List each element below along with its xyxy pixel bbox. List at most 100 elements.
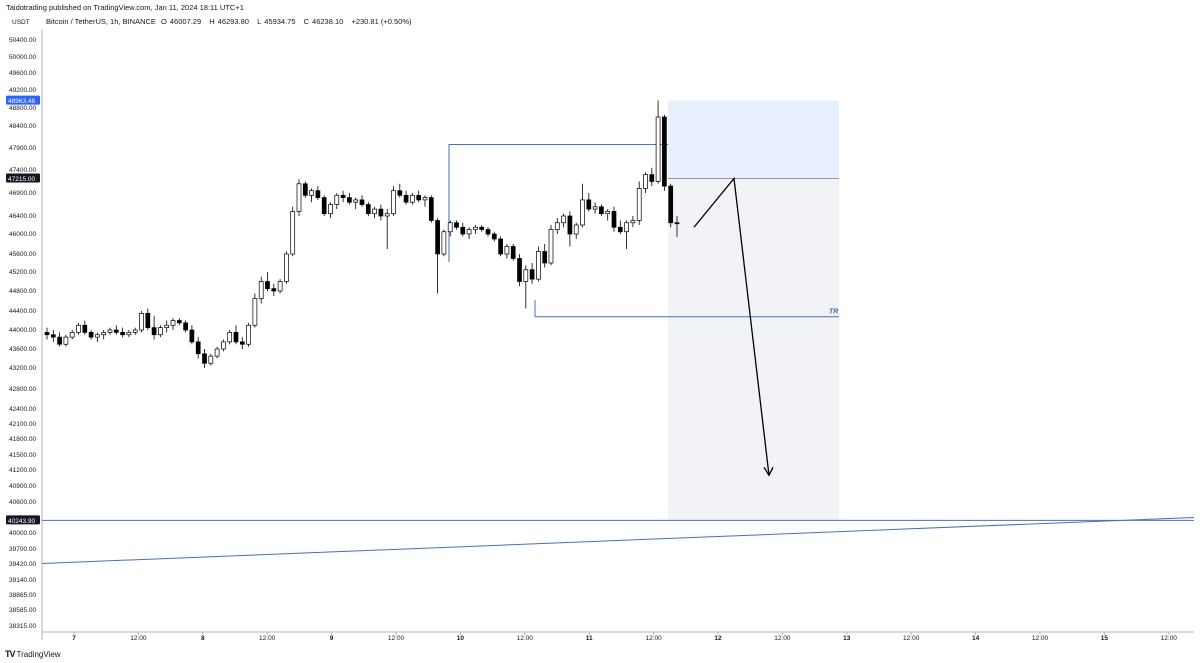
candle-down[interactable]	[365, 204, 371, 215]
candle-up[interactable]	[548, 229, 554, 264]
range-low-line[interactable]	[534, 300, 839, 318]
candle-down[interactable]	[315, 190, 321, 198]
candle-down[interactable]	[668, 185, 674, 224]
candle-down[interactable]	[347, 197, 352, 203]
candle-down[interactable]	[397, 190, 403, 196]
candle-down[interactable]	[454, 222, 459, 228]
candle-up[interactable]	[139, 313, 144, 331]
candle-up[interactable]	[284, 253, 289, 282]
candle-down[interactable]	[359, 199, 365, 205]
candle-up[interactable]	[69, 332, 75, 338]
candle-up[interactable]	[410, 194, 415, 203]
candle-down[interactable]	[271, 288, 277, 292]
candle-down[interactable]	[416, 194, 422, 201]
candle-down[interactable]	[674, 222, 680, 225]
candle-up[interactable]	[309, 190, 314, 196]
projection-path[interactable]	[693, 176, 770, 476]
candle-up[interactable]	[473, 226, 478, 230]
candle-down[interactable]	[321, 197, 327, 215]
candle-down[interactable]	[88, 332, 94, 338]
candle-up[interactable]	[63, 336, 69, 345]
candle-down[interactable]	[662, 116, 667, 187]
candle-up[interactable]	[441, 231, 447, 255]
candle-up[interactable]	[227, 332, 233, 343]
candle-up[interactable]	[536, 251, 541, 280]
candle-up[interactable]	[554, 222, 560, 230]
candle-up[interactable]	[353, 199, 359, 203]
symbol-name[interactable]: Bitcoin / TetherUS, 1h, BINANCE	[46, 17, 156, 26]
profit-target-zone[interactable]	[668, 178, 839, 521]
candle-up[interactable]	[592, 206, 598, 210]
candle-down[interactable]	[57, 336, 62, 345]
candle-down[interactable]	[435, 220, 440, 255]
candle-down[interactable]	[529, 269, 535, 280]
candle-up[interactable]	[372, 208, 377, 215]
candle-down[interactable]	[586, 199, 592, 210]
candle-down[interactable]	[460, 226, 466, 235]
candle-down[interactable]	[340, 194, 346, 198]
candle-up[interactable]	[636, 188, 642, 221]
candle-down[interactable]	[183, 322, 188, 331]
candle-up[interactable]	[296, 183, 302, 212]
candle-up[interactable]	[76, 324, 81, 333]
candle-up[interactable]	[221, 341, 226, 350]
candle-down[interactable]	[491, 233, 497, 240]
candle-down[interactable]	[113, 329, 119, 333]
candle-down[interactable]	[195, 341, 201, 355]
candle-down[interactable]	[302, 183, 308, 196]
candle-up[interactable]	[158, 327, 163, 336]
candle-up[interactable]	[107, 329, 113, 333]
candle-up[interactable]	[170, 320, 176, 326]
candle-down[interactable]	[617, 226, 623, 233]
candle-down[interactable]	[428, 197, 434, 221]
candle-down[interactable]	[611, 211, 617, 228]
candle-down[interactable]	[202, 353, 207, 364]
trendline[interactable]	[41, 517, 1195, 564]
candle-up[interactable]	[605, 211, 611, 215]
candle-down[interactable]	[239, 341, 245, 345]
candle-up[interactable]	[447, 222, 453, 233]
candle-up[interactable]	[561, 215, 566, 224]
candle-up[interactable]	[334, 194, 340, 205]
candle-up[interactable]	[214, 348, 220, 357]
candle-down[interactable]	[82, 324, 88, 333]
candle-up[interactable]	[246, 324, 251, 345]
candle-up[interactable]	[573, 224, 579, 235]
candle-down[interactable]	[265, 281, 270, 289]
candle-up[interactable]	[328, 204, 333, 215]
candle-down[interactable]	[189, 329, 195, 343]
candle-up[interactable]	[580, 199, 585, 226]
candle-down[interactable]	[176, 320, 182, 324]
candle-up[interactable]	[95, 334, 100, 338]
candle-up[interactable]	[624, 222, 629, 233]
candle-down[interactable]	[145, 313, 151, 328]
candle-down[interactable]	[233, 332, 239, 343]
candle-up[interactable]	[523, 269, 529, 282]
candle-down[interactable]	[498, 238, 503, 255]
candle-down[interactable]	[151, 327, 157, 336]
stop-loss-zone[interactable]	[668, 100, 839, 179]
candle-up[interactable]	[252, 298, 258, 326]
candle-up[interactable]	[630, 220, 636, 224]
candle-up[interactable]	[101, 332, 107, 336]
candle-up[interactable]	[132, 329, 138, 333]
candle-up[interactable]	[277, 281, 283, 292]
candle-down[interactable]	[599, 206, 604, 215]
candle-down[interactable]	[50, 334, 56, 338]
candle-up[interactable]	[164, 324, 170, 328]
candle-down[interactable]	[510, 246, 516, 259]
candle-up[interactable]	[290, 211, 296, 255]
candle-down[interactable]	[479, 226, 485, 230]
range-high-line[interactable]	[448, 143, 668, 262]
candle-up[interactable]	[422, 197, 428, 201]
candle-down[interactable]	[403, 194, 409, 203]
candle-up[interactable]	[208, 355, 214, 364]
candle-up[interactable]	[643, 174, 648, 189]
candle-down[interactable]	[517, 258, 522, 282]
candle-up[interactable]	[655, 116, 661, 182]
candle-up[interactable]	[126, 332, 132, 336]
candle-up[interactable]	[384, 213, 390, 217]
candle-down[interactable]	[567, 215, 573, 235]
candle-down[interactable]	[378, 208, 384, 217]
